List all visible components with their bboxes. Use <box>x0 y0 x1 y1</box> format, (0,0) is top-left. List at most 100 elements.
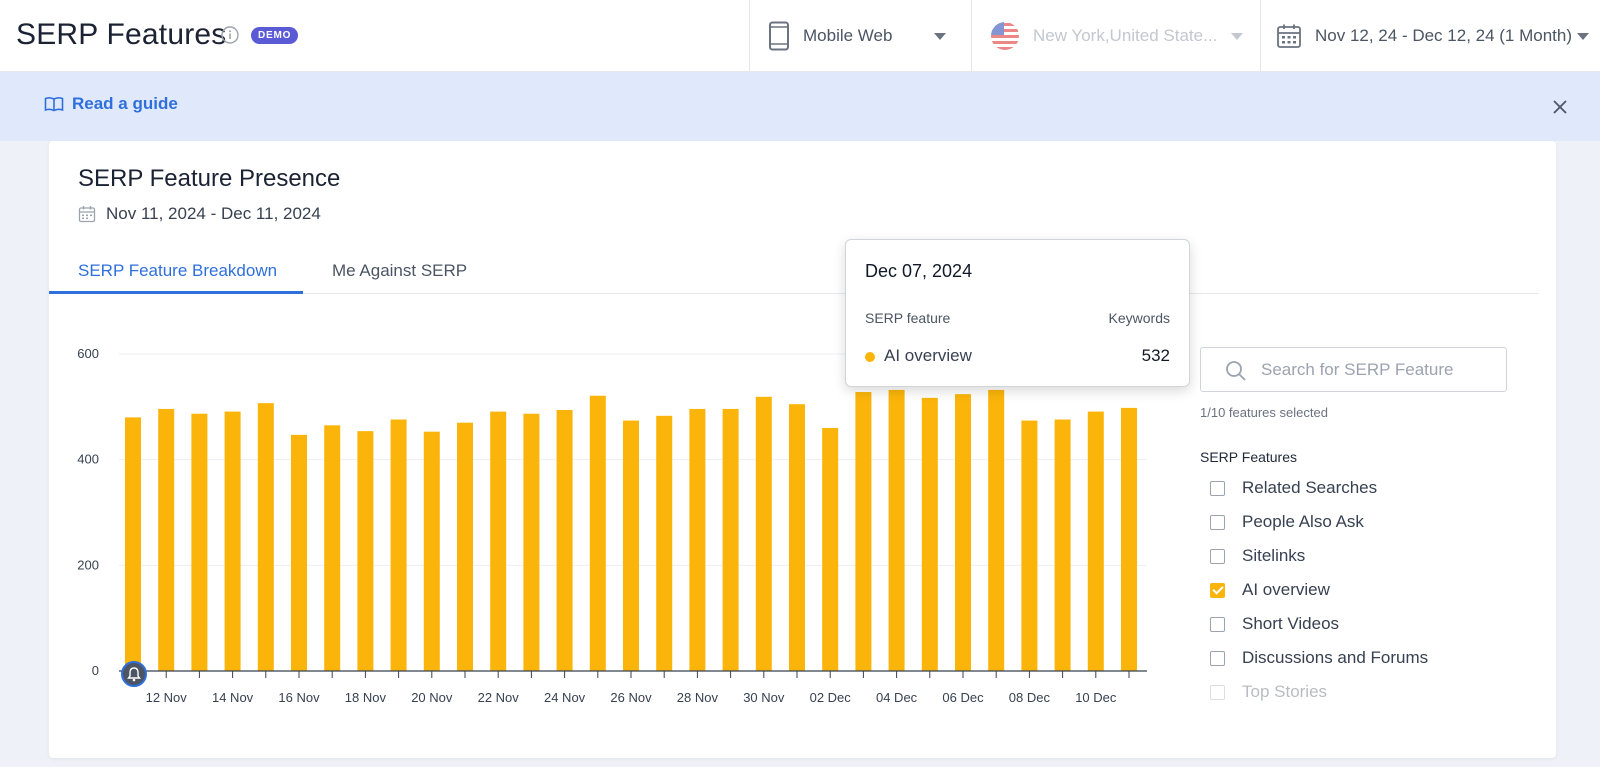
bar <box>490 411 507 671</box>
active-tab-indicator <box>49 291 303 294</box>
close-icon[interactable] <box>1551 98 1569 116</box>
location-label: New York,United State... <box>1033 26 1218 45</box>
x-tick-label: 24 Nov <box>544 690 586 705</box>
feature-option[interactable]: People Also Ask <box>1200 510 1364 534</box>
bar <box>822 427 839 671</box>
feature-option[interactable]: Related Searches <box>1200 476 1377 500</box>
x-tick-label: 12 Nov <box>146 690 188 705</box>
tooltip-col-feature: SERP feature <box>865 310 951 326</box>
feature-option[interactable]: AI overview <box>1200 578 1330 602</box>
calendar-icon <box>1277 24 1301 48</box>
tooltip-date: Dec 07, 2024 <box>865 261 973 281</box>
guide-banner: Read a guide <box>0 72 1600 141</box>
bar <box>257 403 274 671</box>
checkbox[interactable] <box>1210 616 1225 632</box>
tab-bar: SERP Feature Breakdown Me Against SERP <box>49 249 1539 294</box>
header-divider <box>749 0 750 72</box>
feature-option[interactable]: Discussions and Forums <box>1200 646 1428 670</box>
calendar-icon <box>78 206 96 223</box>
read-guide-link[interactable]: Read a guide <box>44 94 178 114</box>
bar <box>357 431 374 671</box>
bar <box>623 420 639 671</box>
x-tick-label: 30 Nov <box>743 690 785 705</box>
bar <box>921 397 938 671</box>
notification-bell-icon[interactable] <box>121 661 147 687</box>
tooltip-feature-name: AI overview <box>884 346 972 365</box>
header-divider <box>971 0 972 72</box>
feature-option-label: Top Stories <box>1242 682 1328 701</box>
bar <box>656 415 673 671</box>
tooltip-col-keywords: Keywords <box>1108 310 1170 326</box>
bar <box>1054 419 1071 671</box>
checkbox[interactable] <box>1210 650 1225 666</box>
feature-option[interactable]: Top Stories <box>1200 680 1327 704</box>
serp-presence-card: SERP Feature Presence Nov 11, 2024 - Dec… <box>49 141 1556 758</box>
info-icon[interactable] <box>221 26 239 44</box>
card-title: SERP Feature Presence <box>78 165 341 192</box>
bar <box>888 389 905 671</box>
tab-me-against-serp[interactable]: Me Against SERP <box>332 261 468 280</box>
bar <box>789 404 805 671</box>
serp-bar-chart: 0 200 400 600 12 Nov 14 Nov 16 Nov 18 Nov 20 Nov… <box>77 346 1147 705</box>
x-tick-label: 04 Dec <box>876 690 918 705</box>
x-tick-label: 18 Nov <box>345 690 387 705</box>
x-tick-label: 22 Nov <box>478 690 520 705</box>
bar <box>556 410 573 671</box>
feature-option-label: Sitelinks <box>1242 546 1306 565</box>
search-input[interactable] <box>1261 358 1491 382</box>
date-range-selector[interactable]: Nov 12, 24 - Dec 12, 24 (1 Month) <box>1276 0 1598 72</box>
bar <box>291 434 307 671</box>
tab-serp-feature-breakdown[interactable]: SERP Feature Breakdown <box>78 261 278 280</box>
bar <box>457 422 473 671</box>
bar <box>988 389 1005 671</box>
x-tick-label: 06 Dec <box>942 690 984 705</box>
feature-search <box>1200 347 1507 392</box>
bar <box>158 408 175 671</box>
bar <box>755 396 772 671</box>
bar <box>125 417 141 671</box>
us-flag-icon <box>991 22 1019 50</box>
x-tick-label: 20 Nov <box>411 690 453 705</box>
x-tick-label: 28 Nov <box>677 690 719 705</box>
date-range-label: Nov 12, 24 - Dec 12, 24 (1 Month) <box>1315 26 1573 45</box>
checkbox[interactable] <box>1210 684 1225 700</box>
feature-option[interactable]: Sitelinks <box>1200 544 1305 568</box>
checkbox[interactable] <box>1210 514 1225 530</box>
header-divider <box>1260 0 1261 72</box>
chevron-down-icon <box>934 32 947 40</box>
bar <box>855 392 872 671</box>
checkbox[interactable] <box>1210 480 1225 496</box>
chevron-down-icon <box>1231 32 1244 40</box>
x-tick-label: 14 Nov <box>212 690 254 705</box>
device-selector[interactable]: Mobile Web <box>768 0 968 72</box>
search-icon <box>1226 361 1246 381</box>
bar <box>423 431 440 671</box>
device-label: Mobile Web <box>803 26 893 45</box>
x-tick-label: 10 Dec <box>1075 690 1117 705</box>
y-tick-label: 600 <box>77 346 99 361</box>
top-header: SERP Features DEMO Mobile Web <box>0 0 1600 72</box>
bar <box>689 408 706 671</box>
bar <box>1021 420 1038 671</box>
bar <box>191 413 208 671</box>
y-tick-label: 400 <box>77 452 99 467</box>
series-dot <box>865 352 875 362</box>
card-date-range: Nov 11, 2024 - Dec 11, 2024 <box>78 204 321 224</box>
feature-option-label: Related Searches <box>1242 478 1378 497</box>
tooltip-value: 532 <box>1141 346 1170 365</box>
bar <box>1087 411 1104 671</box>
page-title: SERP Features <box>16 18 227 51</box>
x-tick-label: 26 Nov <box>610 690 652 705</box>
feature-option[interactable]: Short Videos <box>1200 612 1339 636</box>
chart-tooltip: Dec 07, 2024 SERP feature Keywords AI ov… <box>845 239 1190 387</box>
bar <box>390 419 407 671</box>
x-tick-label: 02 Dec <box>810 690 852 705</box>
feature-list: Related Searches People Also Ask Sitelinks… <box>1200 476 1520 706</box>
bar <box>324 425 341 671</box>
checkbox[interactable] <box>1210 548 1225 564</box>
book-icon <box>44 97 64 112</box>
bar <box>1121 407 1137 671</box>
feature-option-label: Short Videos <box>1242 614 1340 633</box>
checkbox[interactable] <box>1210 582 1225 598</box>
location-selector[interactable]: New York,United State... <box>990 0 1245 72</box>
